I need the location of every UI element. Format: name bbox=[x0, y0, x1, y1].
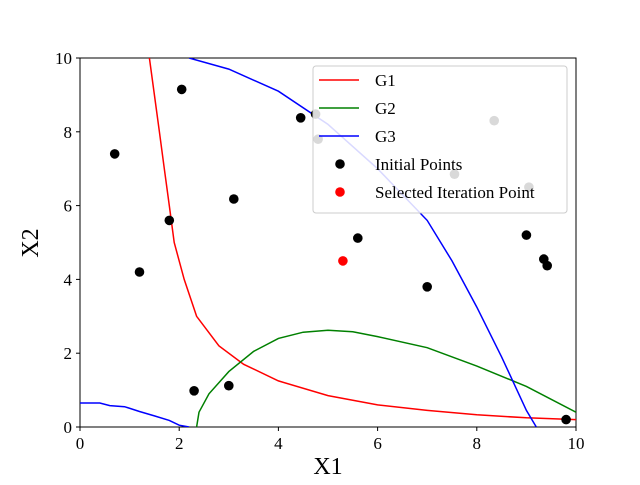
series-line-g3 bbox=[80, 402, 190, 427]
legend-marker bbox=[335, 159, 345, 169]
initial-point bbox=[521, 230, 532, 240]
initial-point bbox=[561, 414, 571, 425]
series-line-g1 bbox=[148, 58, 576, 421]
legend-label: Selected Iteration Point bbox=[375, 183, 535, 202]
x-tick-label: 4 bbox=[274, 434, 283, 453]
x-tick-label: 10 bbox=[568, 434, 585, 453]
x-tick-label: 8 bbox=[473, 434, 482, 453]
axes: 0 2 4 6 8 10 0 2 4 6 8 10 bbox=[55, 49, 585, 453]
y-tick-label: 2 bbox=[64, 344, 73, 363]
initial-point bbox=[229, 194, 239, 204]
y-tick-label: 4 bbox=[64, 270, 73, 289]
y-tick-label: 8 bbox=[64, 123, 73, 142]
y-axis-title: X2 bbox=[18, 228, 44, 257]
initial-point bbox=[176, 84, 187, 95]
x-tick-label: 6 bbox=[373, 434, 382, 453]
initial-point bbox=[134, 267, 145, 277]
initial-point bbox=[189, 386, 199, 396]
legend-box bbox=[312, 65, 568, 214]
initial-point bbox=[542, 260, 552, 271]
curve-layer bbox=[80, 58, 576, 427]
x-tick-label: 0 bbox=[76, 434, 85, 453]
initial-point bbox=[353, 233, 363, 243]
initial-point bbox=[295, 113, 306, 123]
y-tick-label: 6 bbox=[64, 197, 73, 216]
legend-label: G1 bbox=[375, 71, 396, 90]
legend: G1 G2 G3 Initial Points Selected Iteration P… bbox=[312, 65, 568, 214]
legend-marker bbox=[335, 187, 345, 197]
legend-label: G2 bbox=[375, 99, 396, 118]
initial-point bbox=[164, 215, 175, 226]
initial-point bbox=[422, 282, 433, 292]
x-tick-label: 2 bbox=[175, 434, 184, 453]
legend-label: G3 bbox=[375, 127, 396, 146]
selected-iteration-point bbox=[338, 256, 348, 266]
y-tick-label: 10 bbox=[55, 49, 72, 68]
initial-point bbox=[224, 380, 234, 391]
initial-point bbox=[109, 149, 120, 159]
legend-label: Initial Points bbox=[375, 155, 462, 174]
y-tick-label: 0 bbox=[64, 418, 73, 437]
series-line-g2 bbox=[195, 329, 576, 427]
x-axis-title: X1 bbox=[313, 454, 342, 480]
series-line-g3 bbox=[188, 58, 537, 427]
